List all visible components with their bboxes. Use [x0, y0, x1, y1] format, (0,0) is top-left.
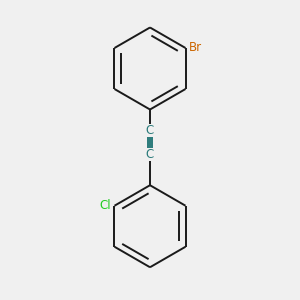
- Text: Cl: Cl: [100, 199, 111, 212]
- Text: C: C: [146, 148, 154, 161]
- Text: C: C: [146, 124, 154, 136]
- Text: Br: Br: [189, 41, 202, 55]
